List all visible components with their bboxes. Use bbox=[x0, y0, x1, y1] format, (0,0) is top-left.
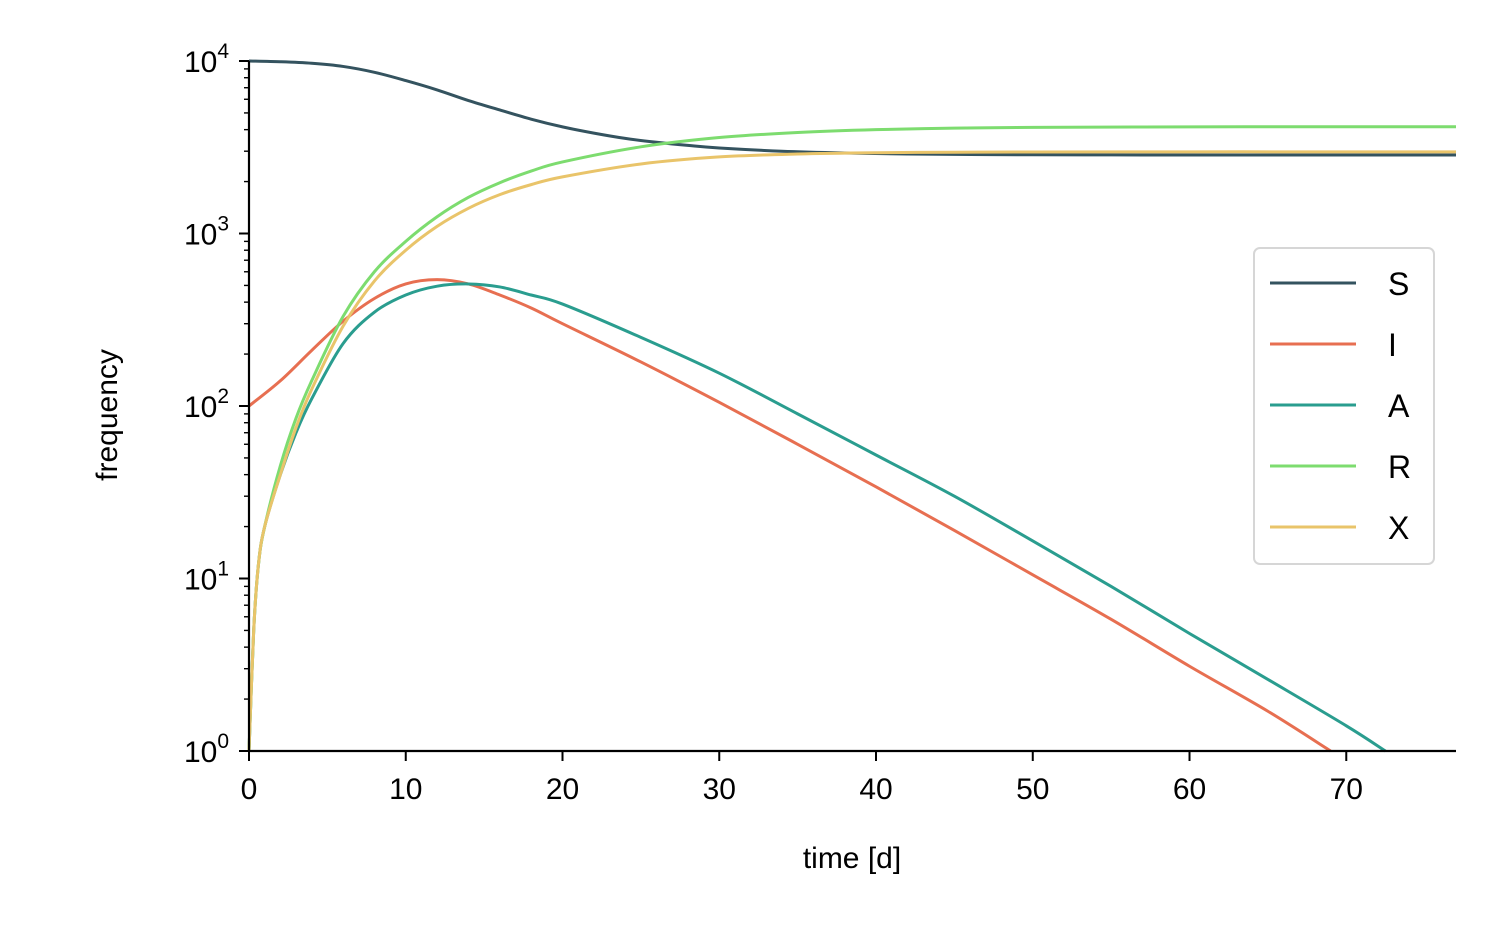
y-tick-exponent: 1 bbox=[217, 558, 229, 581]
y-tick-base: 10 bbox=[184, 736, 217, 769]
legend-label-x: X bbox=[1388, 510, 1409, 546]
y-tick-base: 10 bbox=[184, 219, 217, 252]
x-axis-label: time [d] bbox=[803, 842, 901, 875]
series-lines bbox=[247, 59, 1457, 753]
series-line-r bbox=[247, 125, 1457, 752]
y-tick-base: 10 bbox=[184, 46, 217, 79]
y-tick-exponent: 0 bbox=[217, 730, 229, 753]
y-tick-exponent: 3 bbox=[217, 213, 229, 236]
y-tick-exponent: 2 bbox=[217, 385, 229, 408]
series-line-x bbox=[247, 150, 1456, 752]
legend-label-a: A bbox=[1388, 388, 1410, 424]
y-tick-base: 10 bbox=[184, 391, 217, 424]
legend-label-i: I bbox=[1388, 327, 1397, 363]
y-axis-label: frequency bbox=[91, 349, 124, 481]
x-tick-label: 20 bbox=[546, 773, 579, 806]
y-tick-label: 102 bbox=[184, 385, 229, 424]
x-ticks: 0 10 20 30 40 50 60 70 bbox=[241, 751, 1363, 806]
x-tick-label: 30 bbox=[703, 773, 736, 806]
y-tick-exponent: 4 bbox=[217, 40, 229, 63]
x-tick-label: 60 bbox=[1173, 773, 1206, 806]
x-tick-label: 70 bbox=[1330, 773, 1363, 806]
y-tick-label: 104 bbox=[184, 40, 229, 79]
y-tick-label: 103 bbox=[184, 213, 229, 252]
y-tick-label: 101 bbox=[184, 558, 229, 597]
x-tick-label: 10 bbox=[389, 773, 422, 806]
series-line-i bbox=[248, 278, 1332, 753]
x-tick-label: 50 bbox=[1016, 773, 1049, 806]
legend-label-s: S bbox=[1388, 266, 1409, 302]
legend-label-r: R bbox=[1388, 449, 1411, 485]
y-tick-label: 100 bbox=[184, 730, 229, 769]
x-tick-label: 0 bbox=[241, 773, 258, 806]
x-tick-label: 40 bbox=[859, 773, 892, 806]
series-line-s bbox=[248, 59, 1456, 157]
y-tick-base: 10 bbox=[184, 564, 217, 597]
